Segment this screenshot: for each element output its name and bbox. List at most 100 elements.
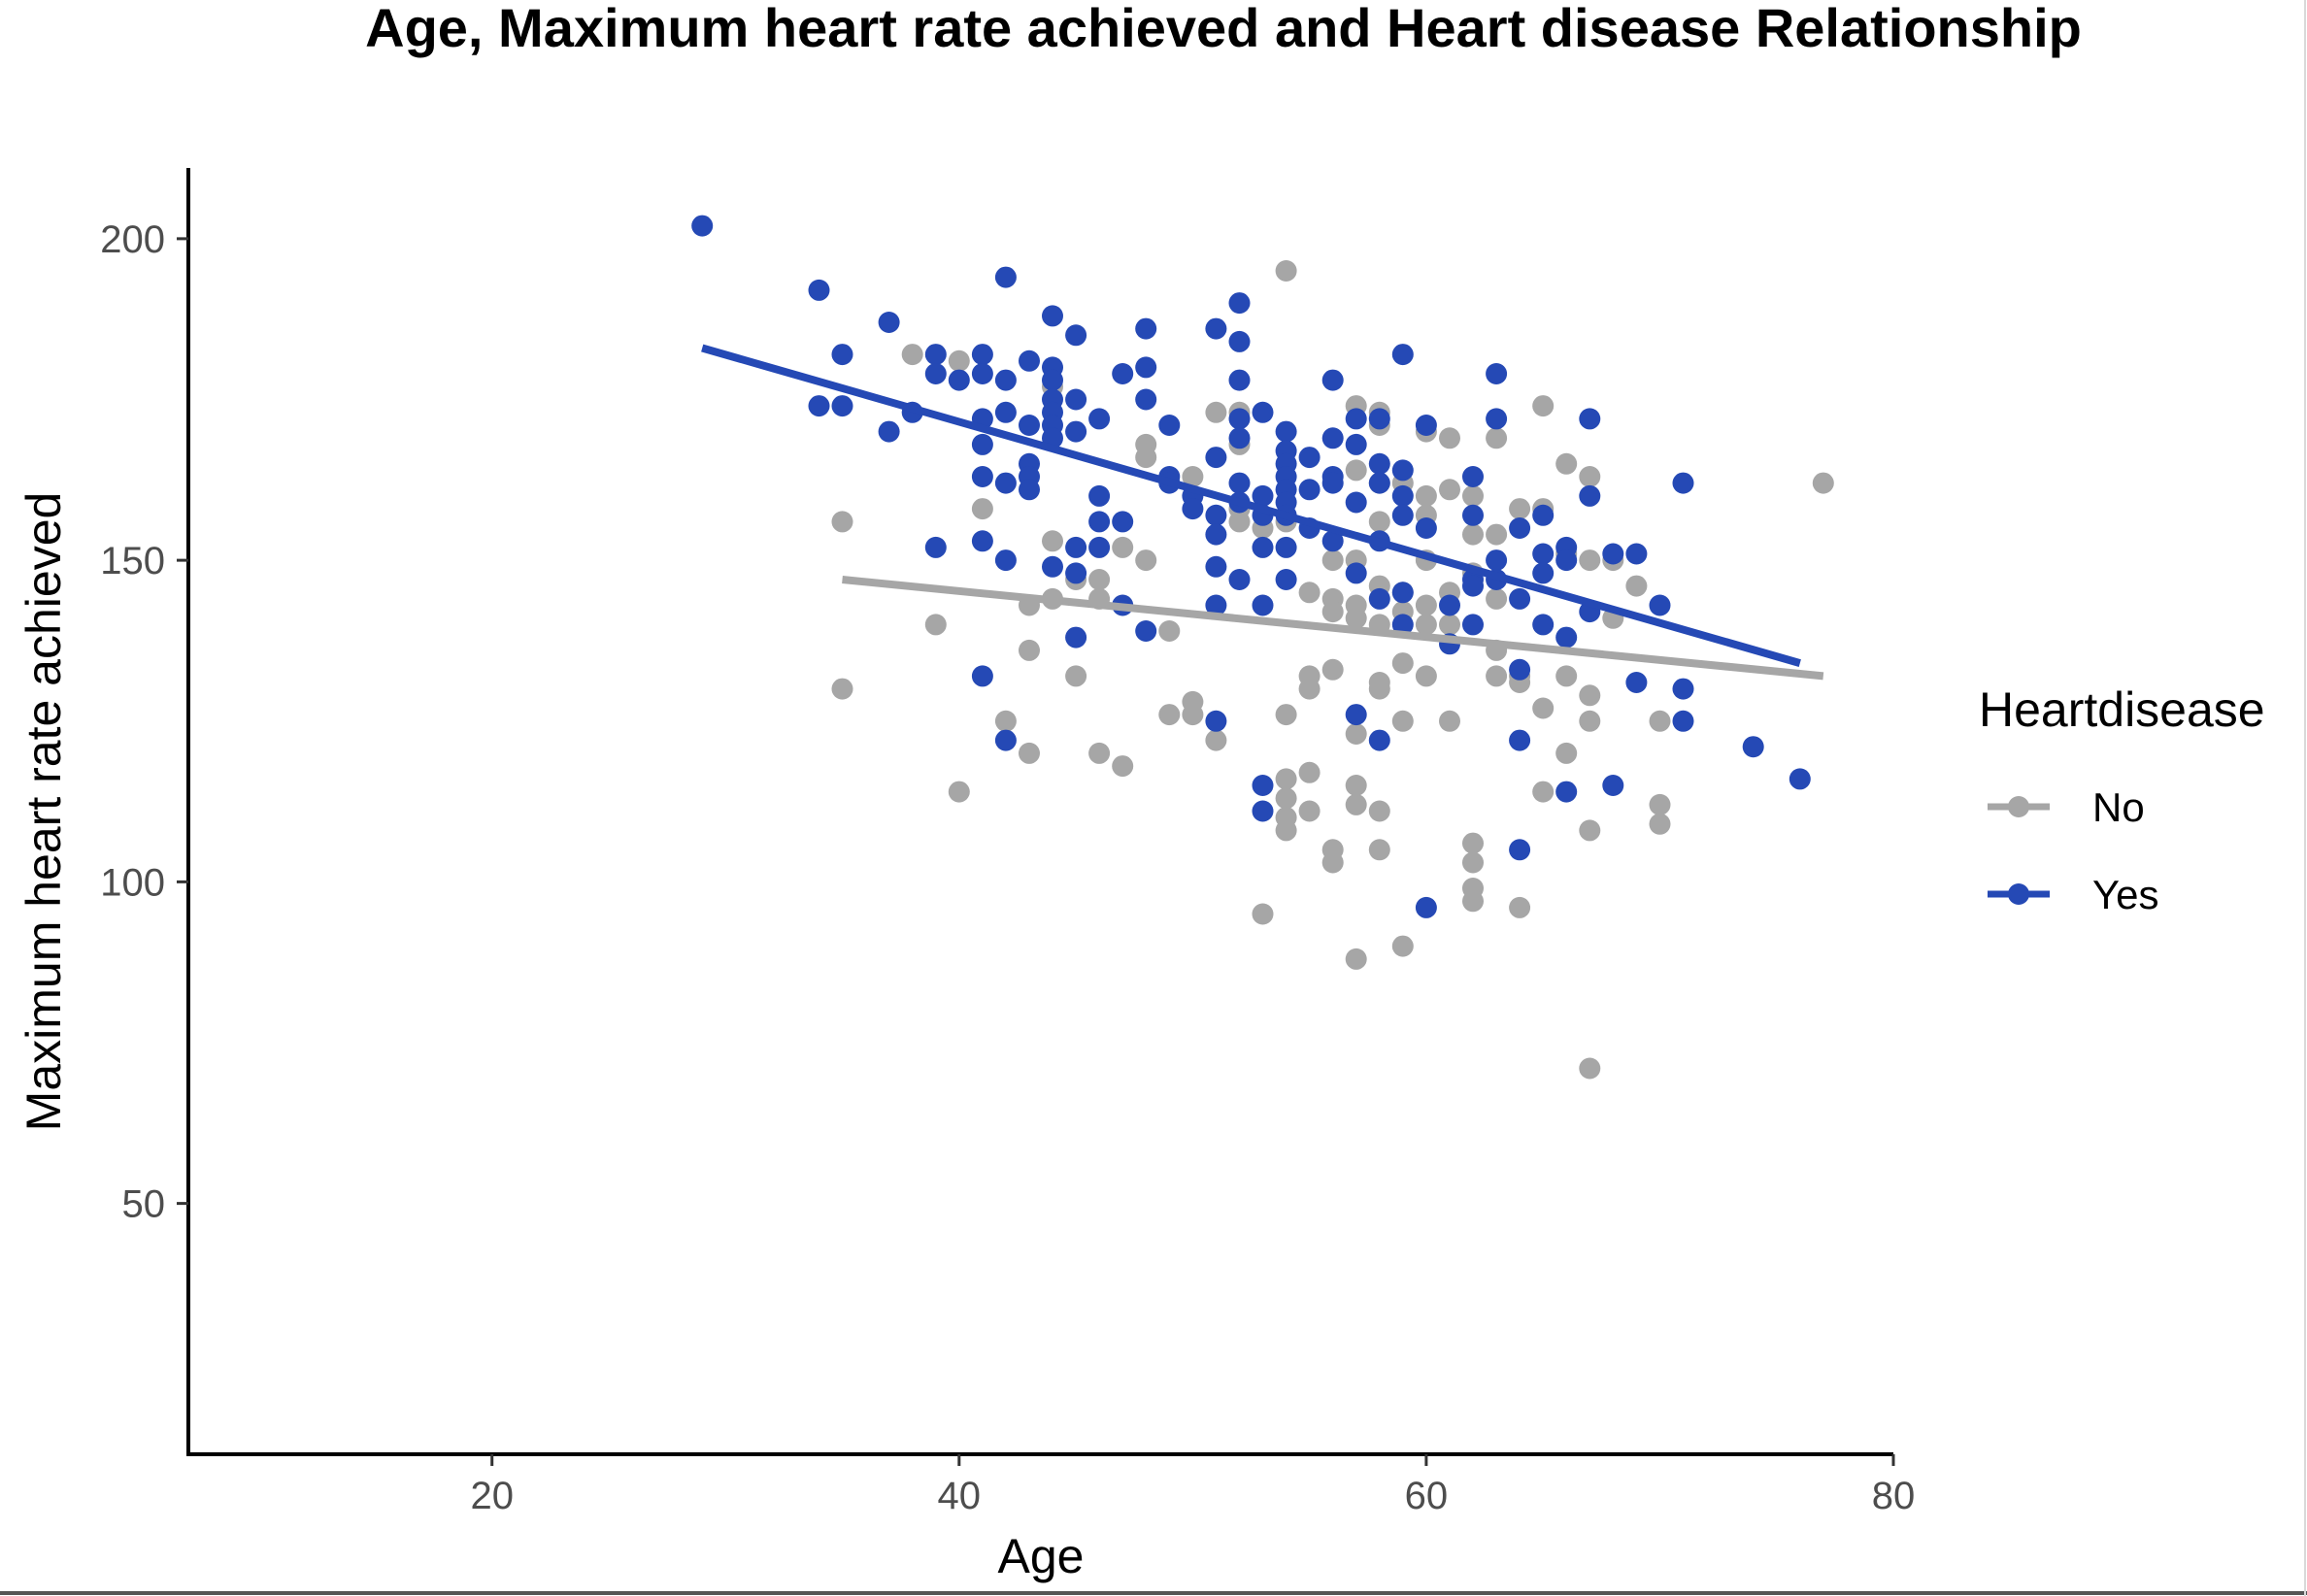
data-point-no	[1088, 742, 1111, 764]
data-point-no	[948, 781, 970, 803]
data-point-yes	[1205, 447, 1227, 469]
data-point-yes	[1019, 415, 1040, 436]
data-point-yes	[1672, 710, 1694, 732]
data-point-yes	[1555, 549, 1578, 572]
data-point-yes	[1509, 729, 1531, 751]
data-point-no	[1298, 582, 1321, 604]
y-axis-title: Maximum heart rate achieved	[17, 492, 71, 1132]
data-point-yes	[1391, 484, 1414, 507]
x-tick-label: 80	[1872, 1475, 1916, 1517]
data-point-yes	[1532, 504, 1555, 526]
data-point-yes	[1439, 594, 1460, 616]
data-point-yes	[1252, 775, 1274, 796]
data-point-no	[1439, 427, 1460, 449]
data-point-yes	[1112, 363, 1134, 384]
legend-key-dot-no	[2008, 796, 2029, 817]
data-point-no	[1368, 800, 1390, 822]
data-point-yes	[948, 369, 970, 391]
data-point-yes	[831, 344, 853, 366]
data-point-yes	[1228, 569, 1251, 590]
data-point-yes	[1345, 562, 1367, 584]
x-axis-title: Age	[998, 1529, 1085, 1583]
data-point-no	[994, 710, 1017, 732]
data-point-no	[1345, 607, 1367, 629]
data-point-yes	[1042, 555, 1063, 578]
data-point-yes	[1065, 562, 1087, 584]
data-point-yes	[1042, 369, 1063, 391]
data-point-yes	[1019, 479, 1040, 501]
data-point-no	[1439, 710, 1460, 732]
data-point-yes	[1205, 504, 1227, 526]
data-point-yes	[924, 344, 947, 366]
data-point-yes	[994, 472, 1017, 494]
data-point-yes	[1228, 472, 1251, 494]
data-point-no	[1182, 704, 1204, 726]
data-point-no	[1649, 793, 1671, 815]
data-point-no	[1579, 1057, 1601, 1080]
data-point-no	[1019, 742, 1040, 764]
data-point-yes	[1368, 729, 1390, 751]
data-point-yes	[994, 266, 1017, 288]
data-point-no	[1439, 479, 1460, 501]
y-tick-label: 150	[100, 540, 165, 582]
data-point-no	[1509, 896, 1531, 918]
legend-title: Heartdisease	[1979, 682, 2265, 737]
data-point-no	[1298, 761, 1321, 783]
data-point-no	[1065, 665, 1087, 687]
data-point-yes	[1088, 536, 1111, 558]
data-point-yes	[1065, 420, 1087, 443]
data-point-no	[1555, 742, 1578, 764]
data-point-yes	[971, 344, 993, 366]
data-point-no	[1415, 665, 1437, 687]
data-point-no	[1486, 427, 1508, 449]
chart-title: Age, Maximum heart rate achieved and Hea…	[365, 0, 2082, 58]
data-point-no	[1532, 697, 1555, 719]
data-point-no	[1275, 787, 1297, 810]
data-point-yes	[1228, 330, 1251, 352]
data-point-no	[831, 511, 853, 533]
data-point-no	[1345, 723, 1367, 745]
legend-label-no: No	[2092, 784, 2145, 830]
y-tick-label: 50	[122, 1183, 166, 1226]
data-point-yes	[1742, 736, 1764, 758]
data-point-no	[1088, 569, 1111, 590]
data-point-no	[1298, 678, 1321, 700]
data-point-no	[1275, 768, 1297, 790]
data-point-no	[1555, 665, 1578, 687]
data-point-yes	[1391, 344, 1414, 366]
data-point-no	[1205, 729, 1227, 751]
data-point-yes	[1462, 575, 1484, 597]
data-point-no	[1439, 614, 1460, 636]
data-point-no	[1321, 549, 1344, 572]
data-point-yes	[1486, 363, 1508, 384]
data-point-yes	[1135, 356, 1157, 379]
data-point-no	[1345, 459, 1367, 482]
data-point-no	[1486, 587, 1508, 610]
data-point-yes	[1368, 587, 1390, 610]
data-point-no	[1462, 890, 1484, 913]
data-point-yes	[994, 401, 1017, 423]
data-point-no	[1112, 755, 1134, 778]
data-point-yes	[994, 549, 1017, 572]
data-point-yes	[1579, 408, 1601, 430]
data-point-no	[1486, 523, 1508, 546]
data-point-yes	[1672, 678, 1694, 700]
data-point-yes	[1275, 569, 1297, 590]
y-tick-label: 100	[100, 861, 165, 904]
data-point-no	[1462, 851, 1484, 874]
data-point-no	[1579, 684, 1601, 707]
data-point-yes	[924, 363, 947, 384]
data-point-yes	[1205, 317, 1227, 340]
legend-item-yes: Yes	[1988, 872, 2159, 917]
data-point-yes	[1088, 484, 1111, 507]
legend: Heartdisease No Yes	[1979, 682, 2265, 917]
data-point-yes	[1205, 555, 1227, 578]
data-point-yes	[971, 433, 993, 455]
data-point-yes	[994, 369, 1017, 391]
data-point-no	[1252, 903, 1274, 925]
data-point-yes	[1368, 472, 1390, 494]
data-point-yes	[1135, 620, 1157, 642]
data-point-no	[1205, 401, 1227, 423]
data-point-yes	[1532, 562, 1555, 584]
